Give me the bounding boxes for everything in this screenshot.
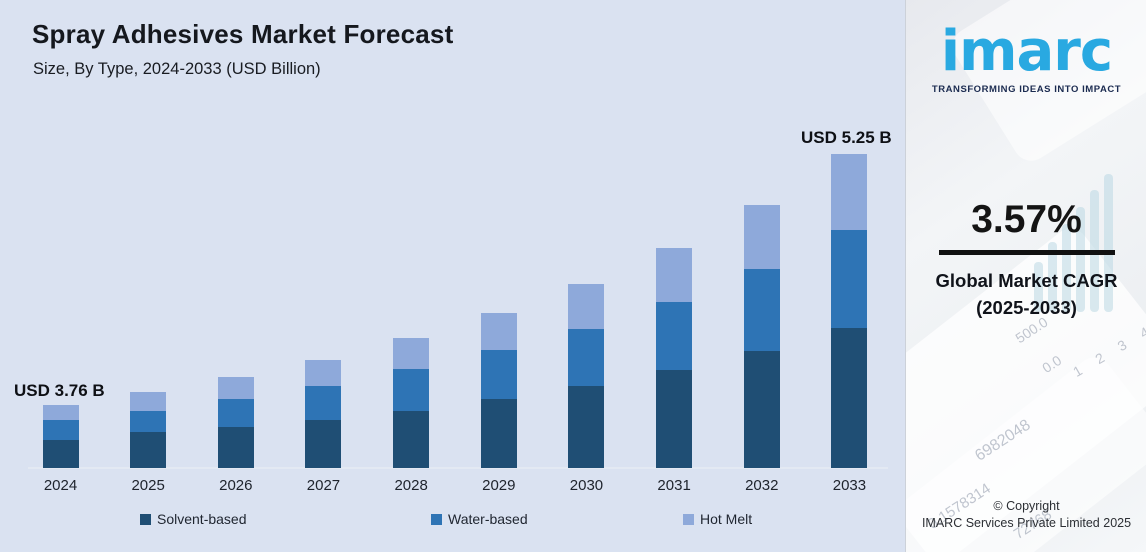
bar-segment-water-based <box>743 269 780 351</box>
bar-2030 <box>568 284 605 468</box>
bar-2028 <box>393 338 430 468</box>
bar-segment-hot-melt <box>480 313 517 350</box>
bar-2029 <box>480 313 517 468</box>
legend-item-water-based: Water-based <box>431 511 528 527</box>
bar-2031 <box>656 248 693 468</box>
bar-segment-hot-melt <box>42 405 79 420</box>
chart-panel: Spray Adhesives Market Forecast Size, By… <box>0 0 905 552</box>
value-label-2033: USD 5.25 B <box>801 128 892 147</box>
bar-segment-solvent-based <box>568 386 605 468</box>
x-axis-label-2027: 2027 <box>306 477 341 494</box>
watermark-bar <box>1048 242 1057 312</box>
x-axis-label-2031: 2031 <box>657 477 691 494</box>
bar-segment-solvent-based <box>743 351 780 468</box>
bar-segment-solvent-based <box>305 420 342 468</box>
x-axis-label-2029: 2029 <box>482 477 516 494</box>
bar-2025 <box>130 392 167 468</box>
bar-segment-hot-melt <box>305 360 342 386</box>
x-axis-label-2032: 2032 <box>745 477 779 494</box>
legend-label: Water-based <box>448 511 528 527</box>
bar-2027 <box>305 360 342 468</box>
legend-item-solvent-based: Solvent-based <box>140 511 247 527</box>
bar-segment-hot-melt <box>130 392 167 411</box>
x-axis-label-2030: 2030 <box>569 477 604 494</box>
cagr-label-line1: Global Market CAGR <box>935 270 1118 291</box>
bar-segment-hot-melt <box>656 248 693 302</box>
watermark-bar <box>1104 174 1113 312</box>
x-axis-label-2033: 2033 <box>832 477 867 494</box>
bar-segment-solvent-based <box>656 370 693 468</box>
cagr-value: 3.57% <box>971 198 1082 241</box>
cagr-block: 3.57% Global Market CAGR (2025-2033) <box>906 198 1146 321</box>
copyright-line1: © Copyright <box>993 499 1060 513</box>
x-axis-label-2024: 2024 <box>43 477 78 494</box>
bar-segment-water-based <box>217 399 254 427</box>
bar-segment-hot-melt <box>831 154 868 230</box>
bar-segment-hot-melt <box>743 205 780 269</box>
watermark-bar <box>1062 224 1071 312</box>
x-axis-label-2028: 2028 <box>394 477 428 494</box>
value-label-2024: USD 3.76 B <box>14 381 105 400</box>
x-axis-line <box>28 467 888 469</box>
imarc-logo-text: imarc <box>940 19 1113 84</box>
bar-2026 <box>217 377 254 468</box>
cagr-label-line2: (2025-2033) <box>976 297 1077 318</box>
bar-2032 <box>743 205 780 468</box>
bar-segment-hot-melt <box>393 338 430 369</box>
legend-swatch-icon <box>140 513 151 525</box>
bar-segment-solvent-based <box>130 432 167 468</box>
copyright-line2: IMARC Services Private Limited 2025 <box>921 516 1132 530</box>
legend-label: Hot Melt <box>700 511 753 527</box>
bar-segment-water-based <box>393 369 430 411</box>
bar-segment-hot-melt <box>217 377 254 399</box>
bar-segment-water-based <box>656 302 693 370</box>
legend-item-hot-melt: Hot Melt <box>683 511 752 527</box>
bar-segment-water-based <box>480 350 517 399</box>
bar-segment-hot-melt <box>568 284 605 329</box>
bar-2024 <box>42 405 79 468</box>
bar-chart: 2024 2025 2026 2027 2028 2029 2030 2031 2032 2033… <box>28 154 888 527</box>
bar-segment-water-based <box>568 329 605 386</box>
bar-segment-water-based <box>42 420 79 440</box>
x-axis-label-2025: 2025 <box>131 477 165 494</box>
copyright: © Copyright IMARC Services Private Limit… <box>906 498 1146 532</box>
x-axis-label-2026: 2026 <box>219 477 253 494</box>
bar-segment-water-based <box>831 230 868 328</box>
chart-title: Spray Adhesives Market Forecast <box>32 19 454 49</box>
watermark-bar <box>1034 262 1043 312</box>
legend-label: Solvent-based <box>157 511 247 527</box>
legend-swatch-icon <box>683 513 694 525</box>
chart-subtitle: Size, By Type, 2024-2033 (USD Billion) <box>33 60 321 78</box>
bar-segment-solvent-based <box>831 328 868 468</box>
bar-segment-solvent-based <box>42 440 79 468</box>
imarc-tagline: TRANSFORMING IDEAS INTO IMPACT <box>931 84 1122 95</box>
bar-segment-solvent-based <box>217 427 254 468</box>
bar-2033 <box>831 154 868 468</box>
bar-segment-solvent-based <box>480 399 517 468</box>
cagr-underline <box>938 250 1115 255</box>
imarc-logo: imarc TRANSFORMING IDEAS INTO IMPACT <box>906 19 1146 96</box>
bar-segment-water-based <box>305 386 342 420</box>
brand-panel: 500.0 0.0 1 2 3 4 6982048 0.1578314 7276… <box>905 0 1146 552</box>
bar-segment-water-based <box>130 411 167 432</box>
bar-segment-solvent-based <box>393 411 430 468</box>
watermark-bar <box>1076 207 1085 312</box>
legend-swatch-icon <box>431 513 442 525</box>
